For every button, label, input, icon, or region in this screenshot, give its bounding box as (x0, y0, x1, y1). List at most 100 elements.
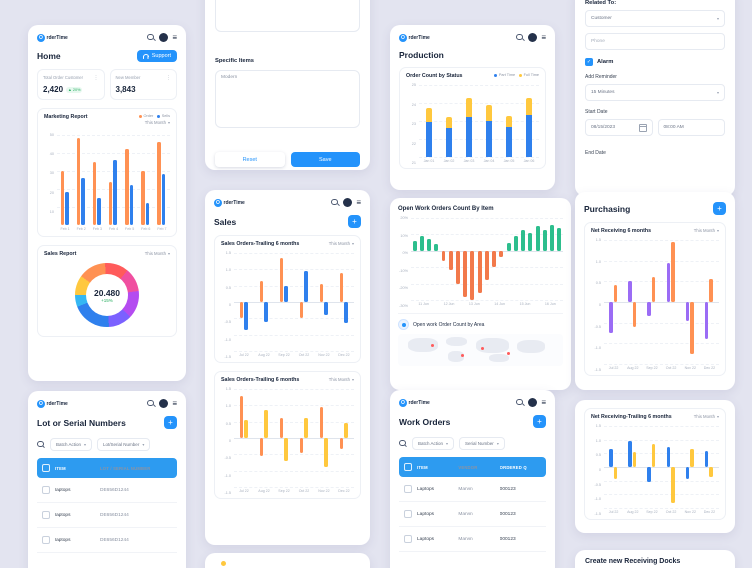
menu-icon[interactable]: ≡ (541, 32, 546, 42)
menu-icon[interactable]: ≡ (172, 32, 177, 42)
avatar[interactable] (343, 198, 353, 207)
filter-label: This Month (144, 120, 166, 125)
row-checkbox[interactable] (404, 485, 412, 493)
chart-legend: Part Time Full Time (494, 73, 539, 77)
month-filter-dropdown[interactable]: This Month ▾ (145, 120, 170, 125)
menu-icon[interactable]: ≡ (356, 197, 361, 207)
row-checkbox[interactable] (404, 510, 412, 518)
search-icon[interactable] (147, 399, 155, 408)
gridline (604, 439, 719, 441)
row-checkbox[interactable] (42, 536, 50, 544)
bar (666, 446, 671, 467)
page-title: Production (399, 50, 444, 60)
bar (244, 302, 248, 330)
search-icon[interactable] (399, 439, 407, 448)
headset-icon (142, 53, 149, 59)
start-time-field[interactable]: 08:00 AM (657, 119, 725, 136)
bar-group (334, 389, 354, 487)
add-lot-button[interactable]: + (164, 416, 177, 429)
map-pin[interactable] (431, 344, 434, 348)
reset-button[interactable]: Reset (215, 152, 285, 167)
sales-orders-bar-chart: 1.5 1.0 0.5 0 -0.5 -1.0 -1.5 Jul 22 Aug 22 Sep 22… (221, 251, 354, 359)
table-row[interactable]: laptops DE656D1244 (37, 528, 177, 553)
search-icon[interactable] (516, 398, 524, 407)
bar-slot (541, 218, 548, 300)
phone-field[interactable]: Phone (585, 33, 725, 50)
y-tick-label: 0 (228, 439, 231, 443)
bar (647, 467, 651, 483)
header-checkbox[interactable] (404, 463, 412, 471)
chevron-down-icon: ▾ (496, 441, 499, 446)
search-icon[interactable] (147, 33, 155, 42)
chevron-down-icon: ▾ (142, 442, 145, 447)
card-header-right: Order Sells This Month ▾ (139, 114, 170, 125)
map-pin[interactable] (480, 347, 484, 351)
month-filter-dropdown[interactable]: This Month ▾ (329, 241, 354, 246)
bar-groups (604, 426, 719, 508)
bar-slot (476, 218, 483, 300)
table-header-row: ITEM LOT / SERIAL NUMBER (37, 458, 177, 478)
table-row[interactable]: Laptops Marvin 000123 (399, 527, 546, 552)
add-purchase-button[interactable]: + (713, 202, 726, 215)
search-icon[interactable] (331, 198, 339, 207)
map-pin[interactable] (506, 351, 510, 355)
save-button[interactable]: Save (290, 152, 360, 167)
logo-text: rderTime (46, 34, 68, 41)
avatar[interactable] (528, 33, 538, 42)
bar-group (89, 131, 105, 225)
month-filter-dropdown[interactable]: This Month ▾ (694, 414, 719, 419)
bar (704, 302, 709, 340)
menu-icon[interactable]: ≡ (172, 398, 177, 408)
month-filter-dropdown[interactable]: This Month ▾ (329, 377, 354, 382)
bar-slot (556, 218, 563, 300)
add-work-order-button[interactable]: + (533, 415, 546, 428)
table-row[interactable]: laptops DE656D1244 (37, 503, 177, 528)
map-header-row[interactable]: Open work Order Count by Area (398, 319, 563, 330)
y-tick-label: 1.5 (595, 238, 601, 242)
row-checkbox[interactable] (42, 511, 50, 519)
bar (319, 284, 323, 302)
alarm-checkbox[interactable]: ✓ (585, 58, 593, 66)
row-checkbox[interactable] (404, 535, 412, 543)
filter-dropdown[interactable]: Batch Action ▾ (50, 438, 93, 451)
avatar[interactable] (159, 33, 169, 42)
reminder-select[interactable]: 15 Minutes ▾ (585, 84, 725, 101)
start-date-field[interactable]: 08/15/2023 (585, 119, 653, 136)
table-row[interactable]: laptops DE656D1244 (37, 478, 177, 503)
gridline (604, 426, 719, 427)
kebab-menu-icon[interactable]: ⋮ (166, 75, 171, 81)
month-filter-dropdown[interactable]: This Month ▾ (145, 251, 170, 256)
search-icon[interactable] (516, 33, 524, 42)
specific-items-textarea[interactable]: Modern (215, 70, 360, 128)
search-icon[interactable] (37, 440, 45, 449)
y-tick-label: -1.5 (594, 512, 601, 516)
bar (666, 262, 671, 302)
map-pin[interactable] (460, 353, 464, 357)
header-checkbox[interactable] (42, 464, 50, 472)
item-description-input[interactable] (215, 0, 360, 32)
card-header: Net Receiving 6 months This Month ▾ (591, 228, 719, 234)
filter-dropdown[interactable]: Serial Number ▾ (459, 437, 505, 450)
table-row[interactable]: Laptops Marvin 000123 (399, 502, 546, 527)
table-row[interactable]: Laptops Marvin 000123 (399, 477, 546, 502)
avatar[interactable] (159, 399, 169, 408)
x-tick-label: Oct 22 (665, 366, 677, 370)
add-sales-button[interactable]: + (348, 215, 361, 228)
chevron-down-icon: ▾ (167, 251, 170, 256)
avatar[interactable] (528, 398, 538, 407)
related-to-select[interactable]: Customer ▾ (585, 10, 725, 27)
menu-icon[interactable]: ≡ (541, 397, 546, 407)
filter-dropdown[interactable]: Lot/Serial Number ▾ (97, 438, 151, 451)
month-filter-dropdown[interactable]: This Month ▾ (694, 228, 719, 233)
chevron-down-icon: ▾ (84, 442, 87, 447)
stat-label: New Member (115, 75, 141, 80)
kebab-menu-icon[interactable]: ⋮ (93, 75, 99, 81)
start-date-label: Start Date (585, 109, 608, 115)
support-button[interactable]: Support (136, 50, 177, 62)
bar (690, 302, 694, 354)
bar (651, 443, 656, 467)
filter-dropdown[interactable]: Batch Action ▾ (412, 437, 455, 450)
row-checkbox[interactable] (42, 486, 50, 494)
bar-group (700, 240, 719, 364)
